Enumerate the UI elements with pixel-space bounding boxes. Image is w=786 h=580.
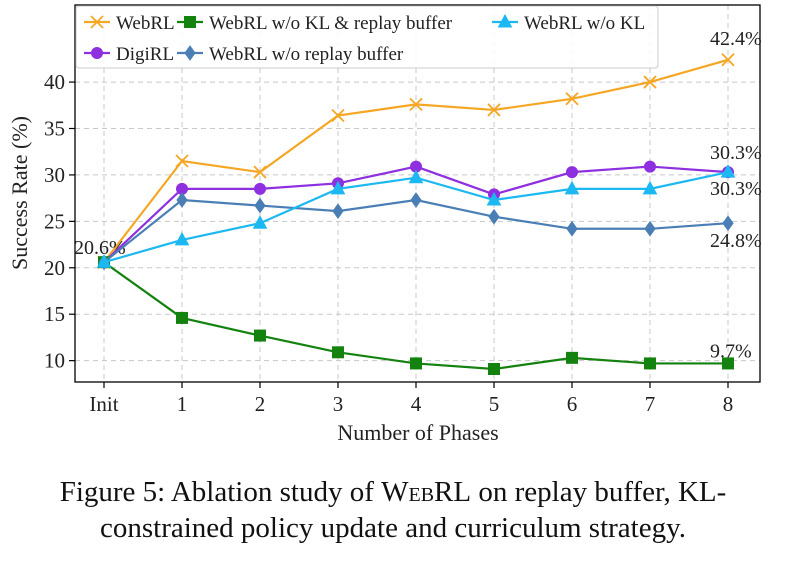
y-axis-label: Success Rate (%) [7, 116, 32, 270]
value-label: 30.3% [710, 142, 762, 164]
legend-label: DigiRL [116, 44, 174, 65]
marker [176, 192, 188, 208]
marker [487, 103, 501, 117]
marker [644, 160, 656, 173]
caption-text: WebRL [381, 476, 472, 508]
marker [184, 16, 196, 28]
marker [644, 220, 656, 237]
marker [254, 329, 266, 342]
marker [410, 192, 422, 208]
legend-label: WebRL w/o KL & replay buffer [209, 13, 453, 34]
y-tick-label: 30 [44, 163, 65, 187]
marker [566, 351, 578, 364]
legend-label: WebRL w/o KL [524, 13, 645, 34]
caption-text: on replay buffer, KL-constrained policy … [100, 476, 727, 544]
x-tick-label: Init [89, 392, 118, 416]
legend: WebRL DigiRL WebRL w/o KL & replay buffer W… [75, 5, 659, 69]
marker [332, 203, 344, 220]
marker [254, 182, 266, 195]
marker [332, 346, 344, 359]
chart: Number of Phases Success Rate (%) 101520… [7, 4, 762, 445]
marker [722, 215, 734, 232]
value-label: 24.8% [710, 230, 762, 252]
y-tick-label: 20 [44, 256, 65, 280]
y-tick-label: 25 [44, 209, 65, 233]
x-tick-label: 2 [255, 392, 266, 416]
legend-label: WebRL [116, 13, 175, 34]
x-axis-label: Number of Phases [337, 420, 498, 445]
marker [565, 92, 579, 106]
marker [644, 357, 656, 370]
marker [252, 215, 268, 229]
marker [409, 97, 423, 111]
marker [330, 180, 346, 195]
y-tick-label: 10 [44, 349, 65, 373]
marker [254, 197, 266, 214]
marker [91, 47, 103, 59]
value-label: 9.7% [710, 340, 752, 362]
marker [96, 254, 112, 268]
marker [566, 220, 578, 237]
marker [720, 164, 736, 178]
legend-label: WebRL w/o replay buffer [209, 44, 404, 65]
marker [564, 180, 580, 195]
marker [331, 108, 345, 123]
marker [642, 180, 658, 195]
value-label: 30.3% [710, 178, 762, 200]
x-tick-label: 8 [723, 392, 734, 416]
plot-frame [74, 4, 761, 383]
y-tick-label: 35 [44, 117, 65, 141]
marker [174, 231, 190, 246]
x-tick-label: 3 [333, 392, 344, 416]
x-tick-label: 5 [489, 392, 500, 416]
marker [253, 165, 267, 179]
y-tick-label: 15 [44, 302, 65, 326]
caption: Figure 5: Ablation study of WebRL on rep… [0, 474, 786, 546]
marker [90, 15, 104, 29]
marker [410, 357, 422, 370]
marker [408, 169, 424, 184]
marker [176, 311, 188, 324]
caption-text: Figure 5: Ablation study of [59, 476, 382, 508]
value-label: 42.4% [710, 28, 762, 50]
marker [486, 191, 502, 206]
marker [643, 75, 657, 89]
marker [175, 154, 189, 168]
marker [721, 53, 735, 67]
x-tick-label: 4 [411, 392, 422, 416]
x-tick-label: 1 [177, 392, 188, 416]
marker [488, 363, 500, 375]
marker [566, 166, 578, 179]
marker [722, 357, 734, 370]
x-tick-label: 6 [567, 392, 578, 416]
marker [497, 13, 513, 28]
y-tick-label: 40 [44, 70, 65, 94]
x-tick-label: 7 [645, 392, 656, 416]
marker [184, 45, 196, 61]
marker [488, 208, 500, 225]
